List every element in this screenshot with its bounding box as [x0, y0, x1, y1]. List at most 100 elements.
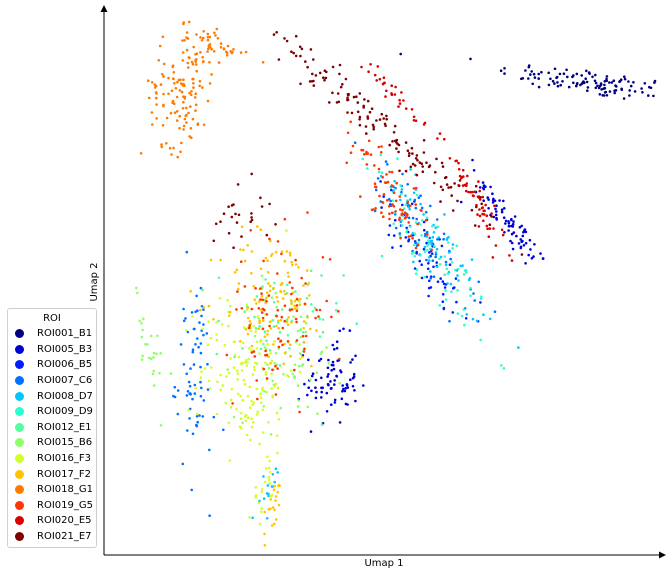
- data-point: [430, 243, 433, 246]
- data-point: [576, 82, 579, 85]
- data-point: [302, 341, 306, 344]
- data-point: [317, 315, 320, 318]
- data-point: [141, 328, 144, 332]
- data-point: [264, 278, 267, 281]
- data-point: [240, 412, 243, 415]
- data-point: [179, 150, 182, 154]
- data-point: [161, 73, 164, 76]
- data-point: [380, 171, 384, 174]
- data-point: [228, 310, 232, 314]
- data-point: [179, 78, 182, 82]
- data-point: [201, 60, 205, 64]
- data-point: [398, 234, 402, 237]
- data-point: [182, 307, 185, 311]
- data-point: [149, 334, 153, 338]
- data-point: [232, 366, 236, 369]
- data-point: [293, 307, 297, 310]
- data-point: [162, 92, 165, 96]
- data-point: [495, 204, 498, 207]
- data-point: [558, 72, 562, 76]
- data-point: [521, 234, 525, 238]
- data-point: [297, 266, 300, 269]
- data-point: [274, 364, 277, 368]
- data-point: [275, 296, 279, 299]
- data-point: [408, 204, 412, 208]
- data-point: [290, 260, 294, 264]
- data-point: [199, 394, 203, 398]
- data-point: [229, 405, 233, 409]
- data-point: [363, 153, 366, 156]
- data-point: [427, 239, 430, 242]
- data-point: [381, 201, 385, 204]
- legend-label: ROI020_E5: [37, 515, 92, 527]
- data-point: [215, 333, 218, 336]
- data-point: [293, 304, 296, 308]
- data-point: [350, 111, 354, 115]
- data-point: [270, 372, 273, 376]
- data-point: [603, 91, 607, 94]
- data-point: [479, 301, 482, 304]
- data-point: [286, 334, 290, 337]
- data-point: [605, 75, 609, 78]
- data-point: [272, 33, 276, 36]
- data-point: [274, 250, 278, 254]
- data-point: [151, 372, 155, 376]
- data-point: [149, 357, 153, 361]
- data-point: [182, 128, 185, 131]
- data-point: [443, 137, 446, 141]
- data-point: [263, 480, 267, 484]
- data-point: [146, 79, 150, 82]
- data-point: [412, 251, 415, 254]
- data-point: [598, 84, 602, 88]
- data-point: [304, 60, 307, 63]
- data-point: [292, 315, 295, 319]
- data-point: [318, 308, 322, 312]
- data-point: [413, 198, 417, 202]
- data-point: [397, 150, 400, 154]
- data-point: [346, 96, 349, 100]
- data-point: [327, 362, 331, 365]
- data-point: [475, 205, 478, 209]
- data-point: [378, 77, 382, 81]
- data-point: [302, 320, 306, 323]
- data-point: [187, 380, 191, 384]
- data-point: [220, 323, 224, 326]
- data-point: [404, 107, 408, 110]
- data-point: [293, 299, 297, 303]
- data-point: [321, 330, 325, 334]
- data-point: [152, 356, 155, 359]
- data-point: [455, 244, 459, 247]
- data-point: [487, 235, 491, 238]
- data-point: [425, 161, 428, 164]
- series-ROI015_B6: [135, 274, 342, 436]
- data-point: [273, 384, 276, 388]
- data-point: [585, 69, 588, 73]
- data-point: [185, 329, 188, 332]
- data-point: [182, 363, 186, 366]
- data-point: [312, 84, 316, 87]
- data-point: [380, 211, 383, 214]
- data-point: [299, 54, 302, 58]
- data-point: [418, 222, 422, 226]
- data-point: [306, 211, 309, 214]
- data-point: [387, 197, 391, 201]
- data-point: [449, 185, 453, 189]
- data-point: [265, 390, 268, 394]
- data-point: [593, 79, 597, 83]
- data-point: [261, 408, 265, 412]
- data-point: [239, 51, 243, 54]
- data-point: [200, 386, 203, 390]
- data-point: [537, 72, 540, 76]
- data-point: [285, 320, 289, 324]
- data-point: [603, 83, 606, 87]
- data-point: [269, 362, 272, 365]
- data-point: [268, 470, 272, 474]
- data-point: [209, 336, 213, 340]
- data-point: [260, 311, 264, 314]
- data-point: [331, 360, 335, 364]
- data-point: [511, 222, 515, 226]
- data-point: [491, 192, 494, 195]
- data-point: [455, 300, 458, 304]
- data-point: [277, 417, 281, 421]
- data-point: [442, 282, 446, 286]
